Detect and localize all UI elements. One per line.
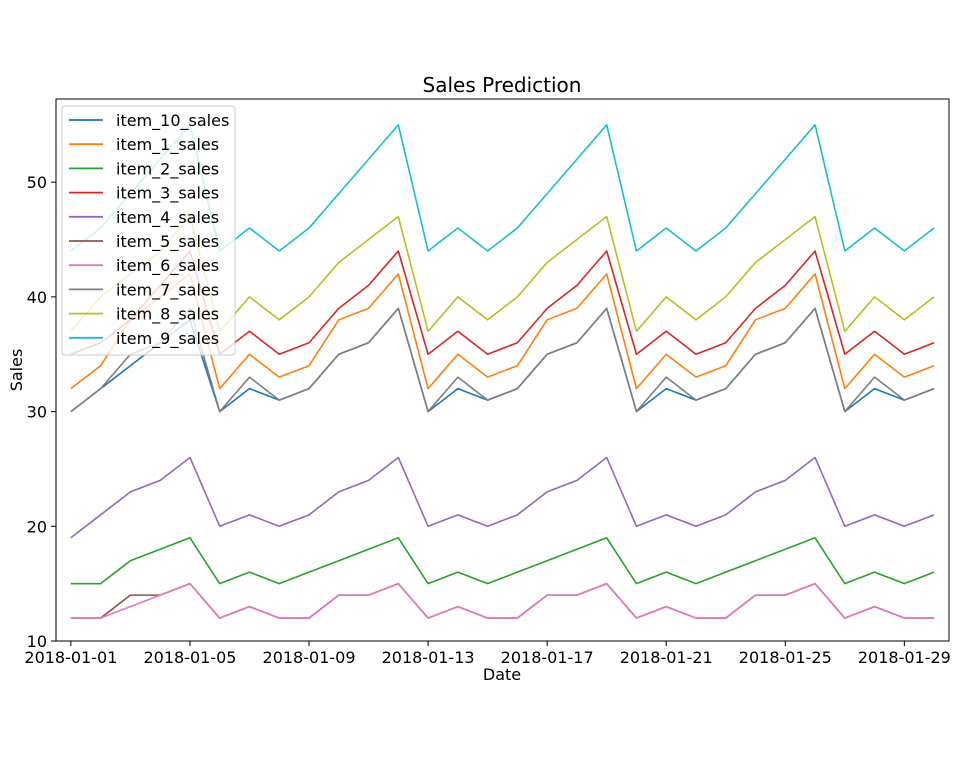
y-tick-label: 40 bbox=[27, 288, 47, 307]
legend-label: item_7_sales bbox=[116, 280, 219, 300]
x-tick-label: 2018-01-09 bbox=[263, 648, 356, 667]
y-tick-label: 30 bbox=[27, 403, 47, 422]
y-axis-label: Sales bbox=[7, 349, 26, 392]
series-line-item_4_sales bbox=[70, 456, 935, 539]
series-line-item_7_sales bbox=[70, 307, 935, 413]
legend-label: item_10_sales bbox=[116, 111, 229, 131]
x-tick-label: 2018-01-13 bbox=[382, 648, 475, 667]
x-tick-label: 2018-01-17 bbox=[501, 648, 594, 667]
y-axis-ticks: 10 20 30 40 50 bbox=[27, 173, 56, 651]
y-tick-label: 10 bbox=[27, 632, 47, 651]
y-tick-label: 50 bbox=[27, 173, 47, 192]
legend-label: item_3_sales bbox=[116, 184, 219, 204]
legend-label: item_6_sales bbox=[116, 256, 219, 276]
x-axis-label: Date bbox=[483, 665, 521, 684]
legend-label: item_5_sales bbox=[116, 232, 219, 252]
legend-label: item_8_sales bbox=[116, 305, 219, 325]
series-line-item_5_sales bbox=[70, 582, 935, 619]
x-tick-label: 2018-01-01 bbox=[24, 648, 117, 667]
chart-title: Sales Prediction bbox=[423, 73, 582, 97]
y-tick-label: 20 bbox=[27, 517, 47, 536]
legend-label: item_9_sales bbox=[116, 329, 219, 349]
legend-label: item_1_sales bbox=[116, 135, 219, 155]
legend-box bbox=[61, 105, 236, 356]
series-line-item_1_sales bbox=[70, 273, 935, 390]
legend-label: item_4_sales bbox=[116, 208, 219, 228]
legend-items: item_10_sales item_1_sales item_2_salesite… bbox=[69, 111, 229, 349]
legend-label: item_2_sales bbox=[116, 159, 219, 179]
plot-frame bbox=[55, 98, 950, 642]
x-axis-ticks: 2018-01-01 2018-01-05 2018-01-09 2018-01-13… bbox=[24, 641, 951, 667]
x-tick-label: 2018-01-21 bbox=[620, 648, 713, 667]
legend: item_10_sales item_1_sales item_2_salesite… bbox=[61, 105, 236, 356]
x-tick-label: 2018-01-05 bbox=[143, 648, 236, 667]
series-line-item_2_sales bbox=[70, 536, 935, 585]
x-tick-label: 2018-01-29 bbox=[858, 648, 951, 667]
series-line-item_6_sales bbox=[70, 582, 935, 619]
x-tick-label: 2018-01-25 bbox=[739, 648, 832, 667]
